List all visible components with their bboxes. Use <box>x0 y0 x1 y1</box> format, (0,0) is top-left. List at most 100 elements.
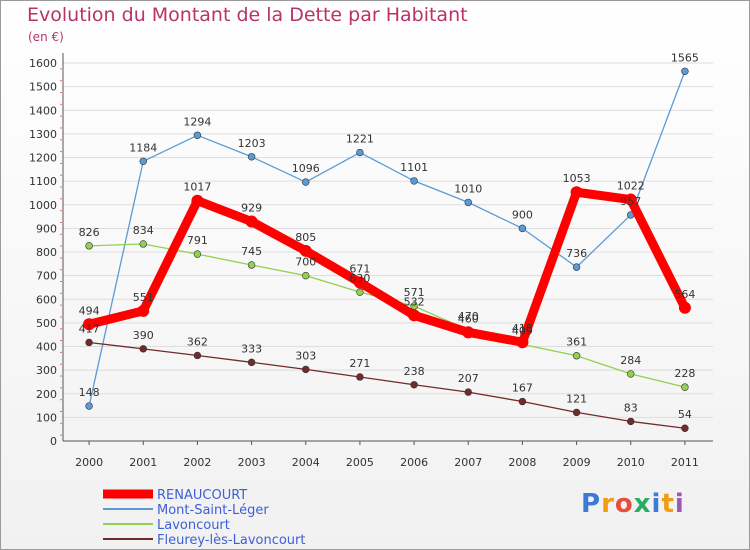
x-tick-label-2003: 2003 <box>238 456 266 469</box>
data-point-Lavoncourt-2004 <box>302 271 310 280</box>
data-label-Lavoncourt-2007: 470 <box>458 310 479 323</box>
x-tick-label-2010: 2010 <box>617 456 645 469</box>
data-point-Mont-Saint-Léger-2007 <box>464 198 472 207</box>
legend-label-Lavoncourt: Lavoncourt <box>157 518 230 533</box>
data-point-RENAUCOURT-2007 <box>462 326 475 339</box>
data-label-Lavoncourt-2003: 745 <box>241 245 262 258</box>
data-point-Fleurey-lès-Lavoncourt-2002 <box>193 351 202 360</box>
data-label-Fleurey-lès-Lavoncourt-2003: 333 <box>241 342 262 355</box>
logo-letter: x <box>633 489 652 519</box>
x-tick-label-2005: 2005 <box>346 456 374 469</box>
data-point-Fleurey-lès-Lavoncourt-2011 <box>681 424 689 432</box>
data-label-RENAUCOURT-2007: 460 <box>458 312 479 325</box>
data-label-Mont-Saint-Léger-2006: 1101 <box>400 161 428 174</box>
x-tick-label-2002: 2002 <box>183 456 211 469</box>
data-point-Fleurey-lès-Lavoncourt-2007 <box>464 388 472 396</box>
data-label-RENAUCOURT-2002: 1017 <box>183 181 211 194</box>
data-point-Mont-Saint-Léger-2009 <box>572 263 581 271</box>
x-tick-label-2009: 2009 <box>563 456 591 469</box>
y-tick-label-900: 900 <box>36 222 57 235</box>
data-label-Mont-Saint-Léger-2000: 148 <box>79 386 100 399</box>
data-label-Fleurey-lès-Lavoncourt-2008: 167 <box>512 382 533 395</box>
data-point-RENAUCOURT-2002 <box>191 194 204 207</box>
data-point-RENAUCOURT-2009 <box>570 186 583 199</box>
data-label-RENAUCOURT-2003: 929 <box>241 202 262 215</box>
x-tick-label-2011: 2011 <box>671 456 699 469</box>
data-label-Fleurey-lès-Lavoncourt-2009: 121 <box>566 392 587 405</box>
data-point-Lavoncourt-2002 <box>193 250 202 258</box>
legend-label-RENAUCOURT: RENAUCOURT <box>157 488 247 503</box>
data-label-RENAUCOURT-2004: 805 <box>295 231 316 244</box>
data-label-Lavoncourt-2009: 361 <box>566 336 587 349</box>
data-point-RENAUCOURT-2008 <box>516 336 529 349</box>
data-point-Mont-Saint-Léger-2001 <box>139 157 147 165</box>
y-tick-label-1000: 1000 <box>29 199 57 212</box>
data-point-RENAUCOURT-2011 <box>678 301 691 314</box>
data-point-Fleurey-lès-Lavoncourt-2008 <box>518 397 527 406</box>
y-tick-label-1200: 1200 <box>29 152 57 165</box>
data-label-Mont-Saint-Léger-2002: 1294 <box>183 115 211 128</box>
data-point-Lavoncourt-2011 <box>681 383 689 391</box>
data-point-Lavoncourt-2001 <box>139 240 147 248</box>
y-tick-label-100: 100 <box>36 411 57 424</box>
y-tick-label-0: 0 <box>50 435 57 448</box>
y-tick-label-500: 500 <box>36 317 57 330</box>
data-label-Mont-Saint-Léger-2008: 900 <box>512 208 533 221</box>
y-tick-label-1300: 1300 <box>29 128 57 141</box>
data-point-Fleurey-lès-Lavoncourt-2000 <box>85 338 93 347</box>
legend-label-Fleurey-lès-Lavoncourt: Fleurey-lès-Lavoncourt <box>157 533 306 548</box>
series-line-Lavoncourt <box>88 243 686 388</box>
data-point-Fleurey-lès-Lavoncourt-2001 <box>139 345 147 353</box>
data-point-RENAUCOURT-2004 <box>299 244 312 257</box>
y-tick-label-1600: 1600 <box>29 57 57 70</box>
logo-letter: o <box>614 489 634 519</box>
logo-letter: P <box>581 489 602 519</box>
data-point-Fleurey-lès-Lavoncourt-2009 <box>572 408 581 417</box>
logo-letter: r <box>601 489 615 519</box>
data-label-Fleurey-lès-Lavoncourt-2002: 362 <box>187 335 208 348</box>
y-tick-label-1400: 1400 <box>29 104 57 117</box>
data-label-Mont-Saint-Léger-2010: 957 <box>620 195 641 208</box>
y-tick-label-600: 600 <box>36 293 57 306</box>
data-label-Fleurey-lès-Lavoncourt-2006: 238 <box>404 365 425 378</box>
y-tick-label-400: 400 <box>36 341 57 354</box>
data-label-RENAUCOURT-2001: 551 <box>133 291 154 304</box>
data-point-Fleurey-lès-Lavoncourt-2006 <box>410 381 418 389</box>
data-point-Lavoncourt-2010 <box>627 370 635 378</box>
data-label-Mont-Saint-Léger-2009: 736 <box>566 247 587 260</box>
data-point-Fleurey-lès-Lavoncourt-2003 <box>247 358 256 367</box>
data-label-Fleurey-lès-Lavoncourt-2004: 303 <box>295 349 316 362</box>
chart-unit-label: (en €) <box>28 30 64 44</box>
y-tick-label-1500: 1500 <box>29 81 57 94</box>
data-point-Lavoncourt-2009 <box>572 352 581 360</box>
logo-letter: t <box>661 489 675 519</box>
y-tick-label-300: 300 <box>36 364 57 377</box>
data-label-Lavoncourt-2002: 791 <box>187 234 208 247</box>
y-tick-label-700: 700 <box>36 270 57 283</box>
data-label-Lavoncourt-2008: 409 <box>512 324 533 337</box>
x-tick-label-2004: 2004 <box>292 456 320 469</box>
data-point-Lavoncourt-2000 <box>85 242 93 250</box>
data-point-RENAUCOURT-2006 <box>408 309 421 322</box>
data-label-Fleurey-lès-Lavoncourt-2010: 83 <box>624 401 638 414</box>
data-label-Lavoncourt-2006: 571 <box>404 286 425 299</box>
data-point-RENAUCOURT-2001 <box>137 304 150 317</box>
data-label-RENAUCOURT-2006: 532 <box>404 295 425 308</box>
data-label-Lavoncourt-2001: 834 <box>133 224 154 237</box>
data-point-Mont-Saint-Léger-2006 <box>410 177 418 185</box>
data-label-Fleurey-lès-Lavoncourt-2007: 207 <box>458 372 479 385</box>
data-label-Fleurey-lès-Lavoncourt-2011: 54 <box>678 408 692 421</box>
y-tick-label-800: 800 <box>36 246 57 259</box>
data-label-Mont-Saint-Léger-2003: 1203 <box>238 137 266 150</box>
logo-letter: i <box>674 489 685 519</box>
data-label-Lavoncourt-2010: 284 <box>620 354 641 367</box>
data-point-Mont-Saint-Léger-2003 <box>247 153 256 161</box>
data-point-Mont-Saint-Léger-2004 <box>302 178 310 186</box>
logo-letter: i <box>651 489 662 519</box>
data-label-RENAUCOURT-2000: 494 <box>79 304 100 317</box>
x-tick-label-2000: 2000 <box>75 456 103 469</box>
data-point-Fleurey-lès-Lavoncourt-2005 <box>356 373 364 381</box>
x-tick-label-2006: 2006 <box>400 456 428 469</box>
